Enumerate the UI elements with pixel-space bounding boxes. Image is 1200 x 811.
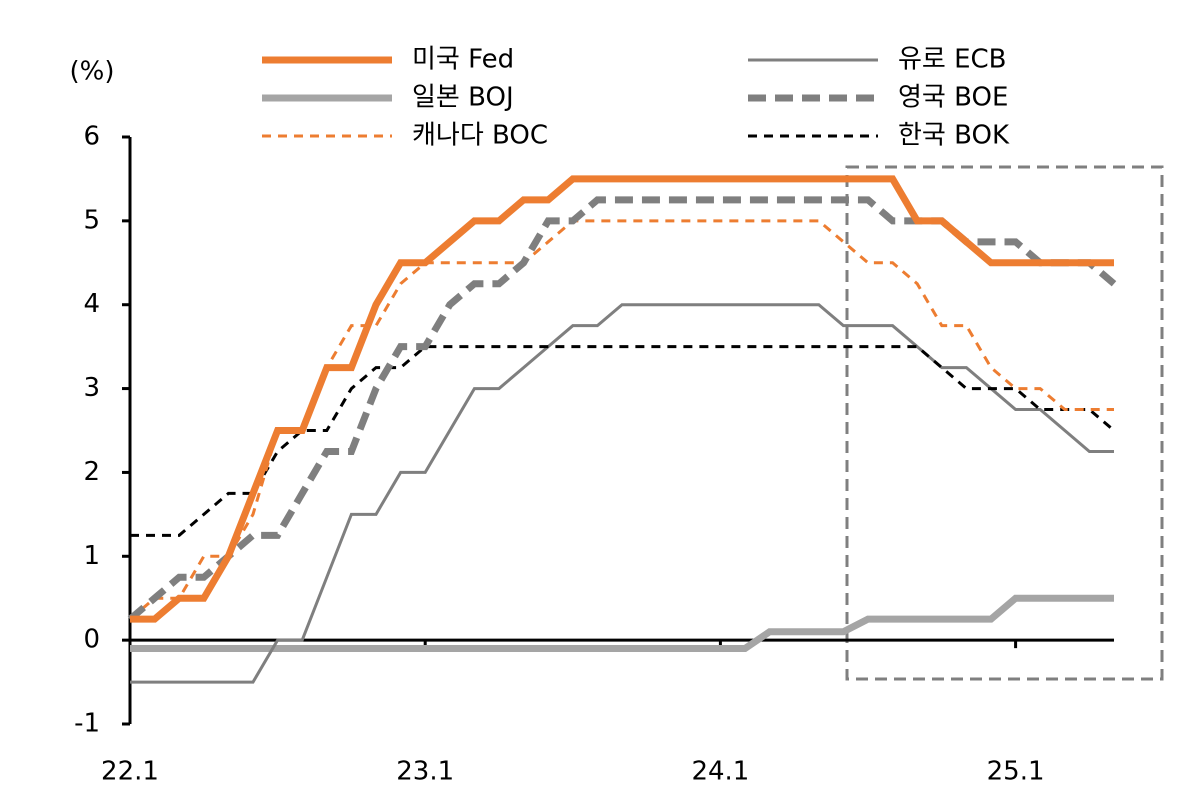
series-line [129, 219, 1114, 621]
legend-label: 미국 Fed [412, 45, 514, 75]
y-tick-label: 2 [83, 457, 100, 487]
legend-label: 일본 BOJ [412, 83, 514, 113]
legend-label: 영국 BOE [898, 83, 1008, 113]
y-tick-label: 0 [83, 625, 100, 655]
highlight-box [845, 165, 1164, 681]
series-line [130, 594, 1114, 653]
y-tick-label: 1 [83, 541, 100, 571]
y-axis-label: (%) [70, 57, 115, 87]
legend-label: 유로 ECB [898, 45, 1007, 75]
legend-label: 한국 BOK [898, 121, 1010, 151]
x-tick-label: 22.1 [101, 757, 159, 787]
y-tick-label: -1 [74, 709, 100, 739]
y-tick-label: 5 [83, 205, 100, 235]
y-tick-label: 3 [83, 373, 100, 403]
x-tick-label: 25.1 [987, 757, 1045, 787]
series-line [130, 345, 1115, 537]
legend-label: 캐나다 BOC [412, 121, 548, 151]
series-line [130, 303, 1114, 684]
y-tick-label: 4 [83, 289, 100, 319]
y-tick-label: 6 [83, 122, 100, 152]
series-line [127, 196, 1117, 622]
x-tick-label: 24.1 [691, 757, 749, 787]
x-tick-label: 23.1 [396, 757, 454, 787]
series-line [130, 175, 1114, 623]
